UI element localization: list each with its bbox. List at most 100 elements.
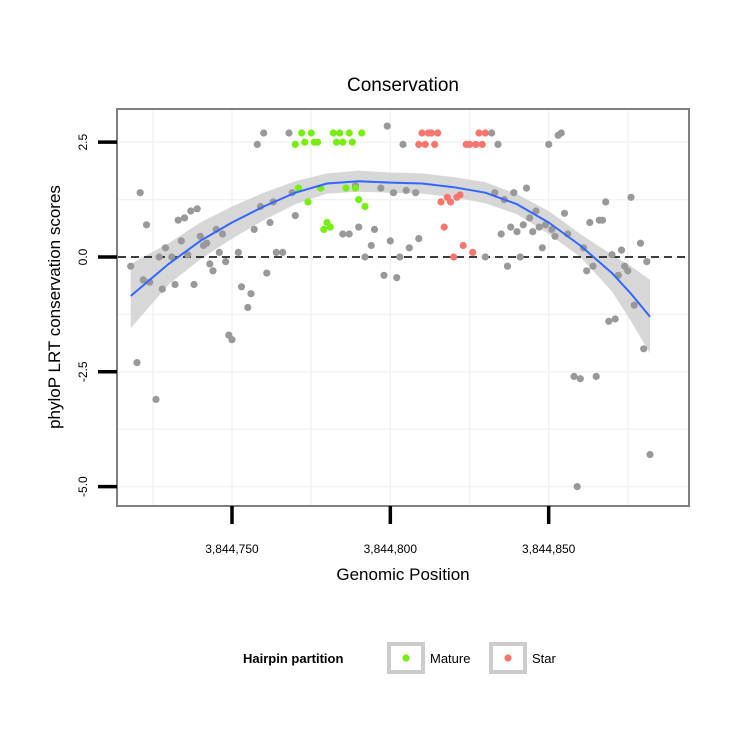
data-point-other bbox=[215, 248, 223, 256]
data-point-other bbox=[389, 189, 398, 197]
data-point-other bbox=[617, 246, 626, 254]
data-point-other bbox=[155, 253, 163, 261]
data-point-other bbox=[513, 228, 521, 236]
legend-title: Hairpin partition bbox=[243, 651, 343, 666]
y-tick-label: -5.0 bbox=[76, 476, 90, 497]
data-point-other bbox=[218, 230, 227, 238]
data-point-mature bbox=[298, 129, 306, 137]
data-point-other bbox=[605, 317, 613, 325]
data-point-star bbox=[421, 140, 429, 148]
data-point-star bbox=[427, 129, 436, 137]
data-point-other bbox=[481, 253, 489, 261]
data-point-other bbox=[234, 248, 242, 256]
data-point-other bbox=[636, 239, 645, 247]
data-point-other bbox=[548, 225, 556, 233]
data-point-mature bbox=[329, 129, 337, 137]
data-point-other bbox=[158, 285, 166, 293]
data-point-other bbox=[538, 244, 546, 252]
data-point-other bbox=[136, 189, 144, 197]
data-point-other bbox=[535, 223, 543, 231]
data-point-other bbox=[187, 207, 195, 215]
data-point-other bbox=[285, 129, 293, 137]
data-point-other bbox=[272, 248, 280, 256]
data-point-other bbox=[127, 262, 135, 270]
data-point-other bbox=[573, 483, 581, 491]
data-point-other bbox=[630, 301, 638, 309]
data-point-mature bbox=[301, 138, 309, 146]
data-point-other bbox=[161, 244, 170, 252]
confidence-band bbox=[130, 170, 650, 354]
data-point-other bbox=[190, 280, 198, 289]
data-point-other bbox=[570, 372, 578, 380]
data-point-other bbox=[627, 193, 635, 201]
data-point-other bbox=[503, 262, 512, 270]
data-point-other bbox=[377, 184, 385, 192]
data-point-mature bbox=[361, 202, 369, 211]
data-point-other bbox=[367, 241, 375, 250]
data-point-other bbox=[193, 205, 201, 213]
data-point-star bbox=[440, 223, 448, 231]
legend-key-mature bbox=[387, 642, 425, 674]
data-point-other bbox=[263, 269, 271, 277]
smooth-line-layer bbox=[130, 180, 651, 318]
data-point-other bbox=[646, 450, 654, 459]
data-point-other bbox=[640, 345, 648, 353]
data-point-other bbox=[415, 235, 423, 243]
y-tick-label: 0.0 bbox=[76, 248, 90, 265]
data-point-other bbox=[247, 290, 255, 298]
data-point-other bbox=[541, 221, 550, 229]
legend-dot-star bbox=[504, 654, 512, 662]
data-point-star bbox=[475, 129, 483, 137]
data-point-other bbox=[196, 232, 204, 240]
data-point-star bbox=[456, 191, 464, 199]
data-point-other bbox=[598, 216, 607, 224]
data-point-star bbox=[472, 140, 480, 148]
data-point-other bbox=[177, 237, 185, 245]
data-point-mature bbox=[326, 223, 334, 231]
data-point-other bbox=[519, 221, 527, 229]
data-point-star bbox=[469, 248, 477, 256]
data-point-star bbox=[434, 129, 442, 137]
y-axis-title: phyloP LRT conservation scores bbox=[45, 185, 64, 429]
legend: Hairpin partition Mature Star bbox=[243, 642, 557, 674]
smooth-trend-line bbox=[130, 180, 651, 318]
data-point-mature bbox=[355, 196, 363, 204]
data-point-other bbox=[237, 283, 246, 291]
data-point-other bbox=[545, 140, 553, 148]
data-point-other bbox=[361, 253, 369, 261]
data-point-other bbox=[174, 216, 182, 224]
data-point-other bbox=[507, 223, 515, 231]
data-point-star bbox=[459, 241, 467, 250]
legend-label-mature: Mature bbox=[430, 651, 470, 666]
y-tick-label: -2.5 bbox=[76, 361, 90, 382]
data-point-other bbox=[516, 253, 524, 261]
data-point-other bbox=[222, 258, 230, 266]
data-point-other bbox=[412, 189, 420, 197]
data-point-other bbox=[355, 223, 363, 231]
data-point-star bbox=[437, 198, 445, 206]
data-point-other bbox=[345, 230, 353, 238]
x-tick-label: 3,844,800 bbox=[364, 542, 418, 556]
data-point-other bbox=[339, 230, 347, 238]
legend-label-star: Star bbox=[532, 651, 557, 666]
data-point-other bbox=[583, 267, 591, 275]
data-point-other bbox=[168, 253, 176, 261]
data-point-other bbox=[510, 189, 518, 197]
data-point-other bbox=[250, 225, 258, 233]
data-point-other bbox=[244, 303, 252, 312]
data-point-star bbox=[481, 129, 489, 137]
data-point-other bbox=[383, 122, 391, 130]
data-point-other bbox=[643, 258, 651, 266]
data-point-other bbox=[266, 218, 274, 227]
data-point-other bbox=[380, 271, 388, 279]
data-point-other bbox=[529, 228, 537, 236]
data-point-other bbox=[624, 267, 632, 275]
legend-dot-mature bbox=[402, 654, 410, 662]
y-tick-label: 2.5 bbox=[76, 133, 90, 150]
data-point-other bbox=[399, 140, 407, 148]
data-point-other bbox=[494, 140, 502, 148]
data-point-mature bbox=[332, 138, 341, 146]
axes: 3,844,750 3,844,800 3,844,850 -5.0 -2.5 0.0 2.… bbox=[76, 133, 576, 556]
data-point-star bbox=[478, 140, 486, 148]
